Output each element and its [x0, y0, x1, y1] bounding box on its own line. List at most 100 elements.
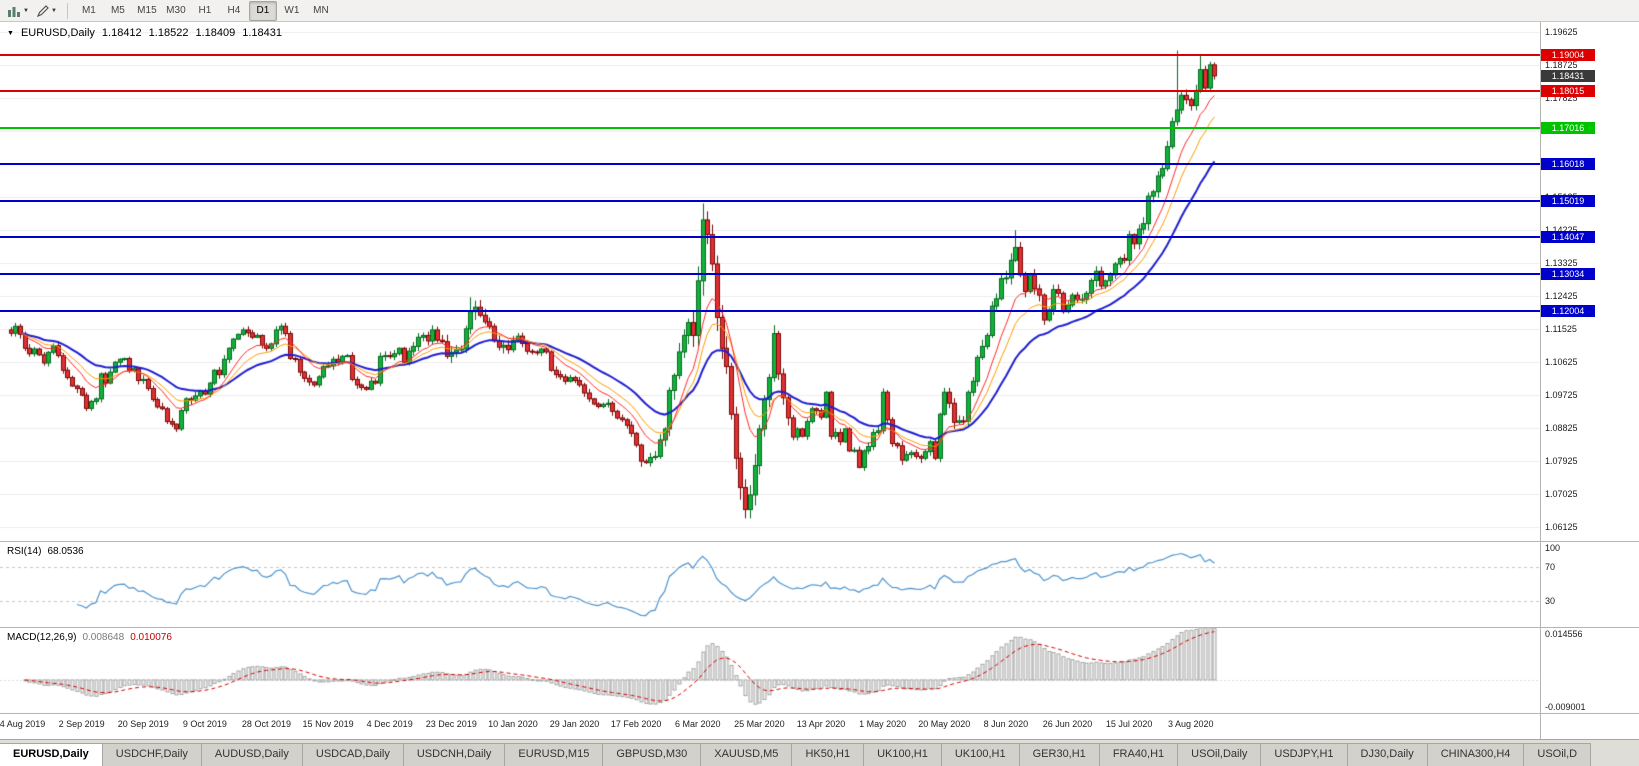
support-line-1-16018[interactable] [0, 163, 1540, 166]
price-axis-tick: 1.19625 [1545, 27, 1578, 38]
price-label-1-18431: 1.18431 [1541, 69, 1595, 82]
timeframe-button-m15[interactable]: M15 [137, 4, 157, 16]
timeframe-button-h4[interactable]: H4 [227, 4, 241, 16]
price-label-1-18015: 1.18015 [1541, 85, 1595, 98]
chart-tab-usdcad-daily[interactable]: USDCAD,Daily [301, 743, 404, 766]
chart-tab-dj30-daily[interactable]: DJ30,Daily [1346, 743, 1428, 766]
chart-tab-gbpusd-m30[interactable]: GBPUSD,M30 [602, 743, 702, 766]
time-axis-label: 25 Mar 2020 [734, 719, 785, 729]
ohlc-open: 1.18412 [101, 27, 142, 39]
macd-signal-value: 0.010076 [130, 632, 172, 643]
pane-separator[interactable] [0, 541, 1639, 542]
ohlc-high: 1.18522 [148, 27, 189, 39]
timeframe-button-h1[interactable]: H1 [198, 4, 212, 16]
price-label-1-16018: 1.16018 [1541, 158, 1595, 171]
support-line-1-13034[interactable] [0, 272, 1540, 275]
chart-tab-usdchf-daily[interactable]: USDCHF,Daily [101, 743, 202, 766]
chart-tab-china300-h4[interactable]: CHINA300,H4 [1426, 743, 1525, 766]
chart-tabs-bar: EURUSD,Daily USDCHF,Daily AUDUSD,Daily USDC… [0, 739, 1639, 766]
time-axis-label: 1 May 2020 [859, 719, 907, 729]
time-axis-label: 9 Oct 2019 [182, 719, 227, 729]
support-line-1-12004[interactable] [0, 310, 1540, 313]
time-axis-label: 17 Feb 2020 [610, 719, 662, 729]
support-line-1-17016[interactable] [0, 126, 1540, 129]
chart-tab-fra40-h1[interactable]: FRA40,H1 [1098, 743, 1179, 766]
symbol-label: EURUSD,Daily [20, 27, 95, 39]
ohlc-low: 1.18409 [195, 27, 236, 39]
chart-tab-usdcnh-daily[interactable]: USDCNH,Daily [402, 743, 506, 766]
timeframe-button-mn[interactable]: MN [313, 4, 329, 16]
price-axis-tick: 1.12425 [1545, 291, 1578, 302]
chart-tab-audusd-daily[interactable]: AUDUSD,Daily [200, 743, 303, 766]
price-axis-tick: 1.18725 [1545, 60, 1578, 71]
price-axis-tick: 1.08825 [1545, 423, 1578, 433]
price-axis-tick: 1.07925 [1545, 455, 1578, 466]
time-axis-label: 29 Jan 2020 [549, 719, 600, 729]
rsi-axis-tick: 30 [1545, 595, 1556, 606]
ohlc-close: 1.18431 [242, 27, 282, 39]
chart-tab-eurusd-daily[interactable]: EURUSD,Daily [0, 743, 103, 766]
price-axis-tick: 1.07025 [1545, 488, 1578, 499]
rsi-name: RSI(14) [7, 546, 42, 557]
chart-tab-eurusd-m15[interactable]: EURUSD,M15 [504, 743, 604, 766]
price-axis-separator [1540, 22, 1541, 739]
chart-tab-hk50-h1[interactable]: HK50,H1 [791, 743, 865, 766]
price-label-1-19004: 1.19004 [1541, 48, 1595, 61]
price-axis-tick: 1.06125 [1545, 521, 1578, 532]
macd-name: MACD(12,26,9) [7, 632, 77, 643]
price-label-1-14047: 1.14047 [1541, 230, 1595, 243]
rsi-value: 68.0536 [47, 546, 84, 557]
timeframe-button-w1[interactable]: W1 [284, 4, 300, 16]
resistance-line-1-18015[interactable] [0, 90, 1540, 93]
chevron-down-icon: ▼ [50, 7, 57, 14]
time-axis-label: 26 Jun 2020 [1042, 719, 1093, 729]
price-axis-tick: 1.11525 [1545, 324, 1577, 335]
time-axis-label: 2 Sep 2019 [58, 719, 105, 729]
time-axis-label: 14 Aug 2019 [0, 719, 46, 729]
toolbar-separator [66, 2, 68, 19]
time-axis-label: 15 Nov 2019 [302, 719, 354, 729]
rsi-indicator-label: RSI(14) 68.0536 [7, 546, 84, 557]
timeframe-button-m1[interactable]: M1 [81, 4, 96, 16]
macd-indicator-label: MACD(12,26,9) 0.008648 0.010076 [7, 632, 172, 643]
price-axis-tick: 1.13325 [1545, 258, 1578, 269]
resistance-line-1-19004[interactable] [0, 53, 1540, 56]
collapse-chart-icon[interactable]: ▼ [7, 29, 14, 37]
timeframe-button-m30[interactable]: M30 [166, 4, 186, 16]
price-label-1-13034: 1.13034 [1541, 267, 1595, 280]
chevron-down-icon: ▼ [23, 7, 29, 14]
chart-tab-usoil-daily[interactable]: USOil,Daily [1177, 743, 1262, 766]
price-label-1-12004: 1.12004 [1541, 305, 1595, 318]
chart-tab-uk100-h1[interactable]: UK100,H1 [940, 743, 1020, 766]
timeframe-button-d1[interactable]: D1 [248, 0, 277, 21]
chart-tab-ger30-h1[interactable]: GER30,H1 [1018, 743, 1100, 766]
time-axis-label: 23 Dec 2019 [425, 719, 477, 729]
bar-chart-icon[interactable]: ▼ [4, 2, 32, 20]
chart-tab-usdjpy-h1[interactable]: USDJPY,H1 [1260, 743, 1348, 766]
time-axis-label: 13 Apr 2020 [796, 719, 846, 729]
price-label-1-15019: 1.15019 [1541, 194, 1595, 207]
price-axis-tick: 1.10625 [1545, 357, 1578, 368]
timeframe-buttons: M1 M5 M15 M30 H1 H4 D1 W1 MN [75, 0, 335, 21]
support-line-1-14047[interactable] [0, 235, 1540, 238]
price-axis-tick: 1.14225 [1545, 225, 1578, 235]
toolbar: ▼ ▼ M1 M5 M15 M30 H1 H4 D1 W1 MN [0, 0, 1639, 22]
chart-tab-uk100-h1[interactable]: UK100,H1 [863, 743, 942, 766]
pane-separator[interactable] [0, 627, 1639, 628]
macd-main-value: 0.008648 [82, 632, 125, 643]
rsi-axis-tick: 100 [1545, 543, 1561, 553]
pane-separator [0, 713, 1639, 714]
support-line-1-15019[interactable] [0, 199, 1540, 202]
timeframe-button-m5[interactable]: M5 [110, 4, 125, 16]
time-axis-label: 28 Oct 2019 [241, 719, 291, 729]
price-label-1-17016: 1.17016 [1541, 121, 1595, 134]
macd-axis-tick: -0.009001 [1545, 702, 1586, 712]
chart-tab-usoil-d[interactable]: USOil,D [1523, 743, 1592, 766]
chart-tab-xauusd-m5[interactable]: XAUUSD,M5 [700, 743, 793, 766]
pencil-icon[interactable]: ▼ [34, 2, 60, 20]
symbol-info: ▼ EURUSD,Daily 1.18412 1.18522 1.18409 1… [7, 27, 282, 39]
time-axis-label: 8 Jun 2020 [983, 719, 1029, 729]
rsi-axis-tick: 70 [1545, 562, 1556, 573]
